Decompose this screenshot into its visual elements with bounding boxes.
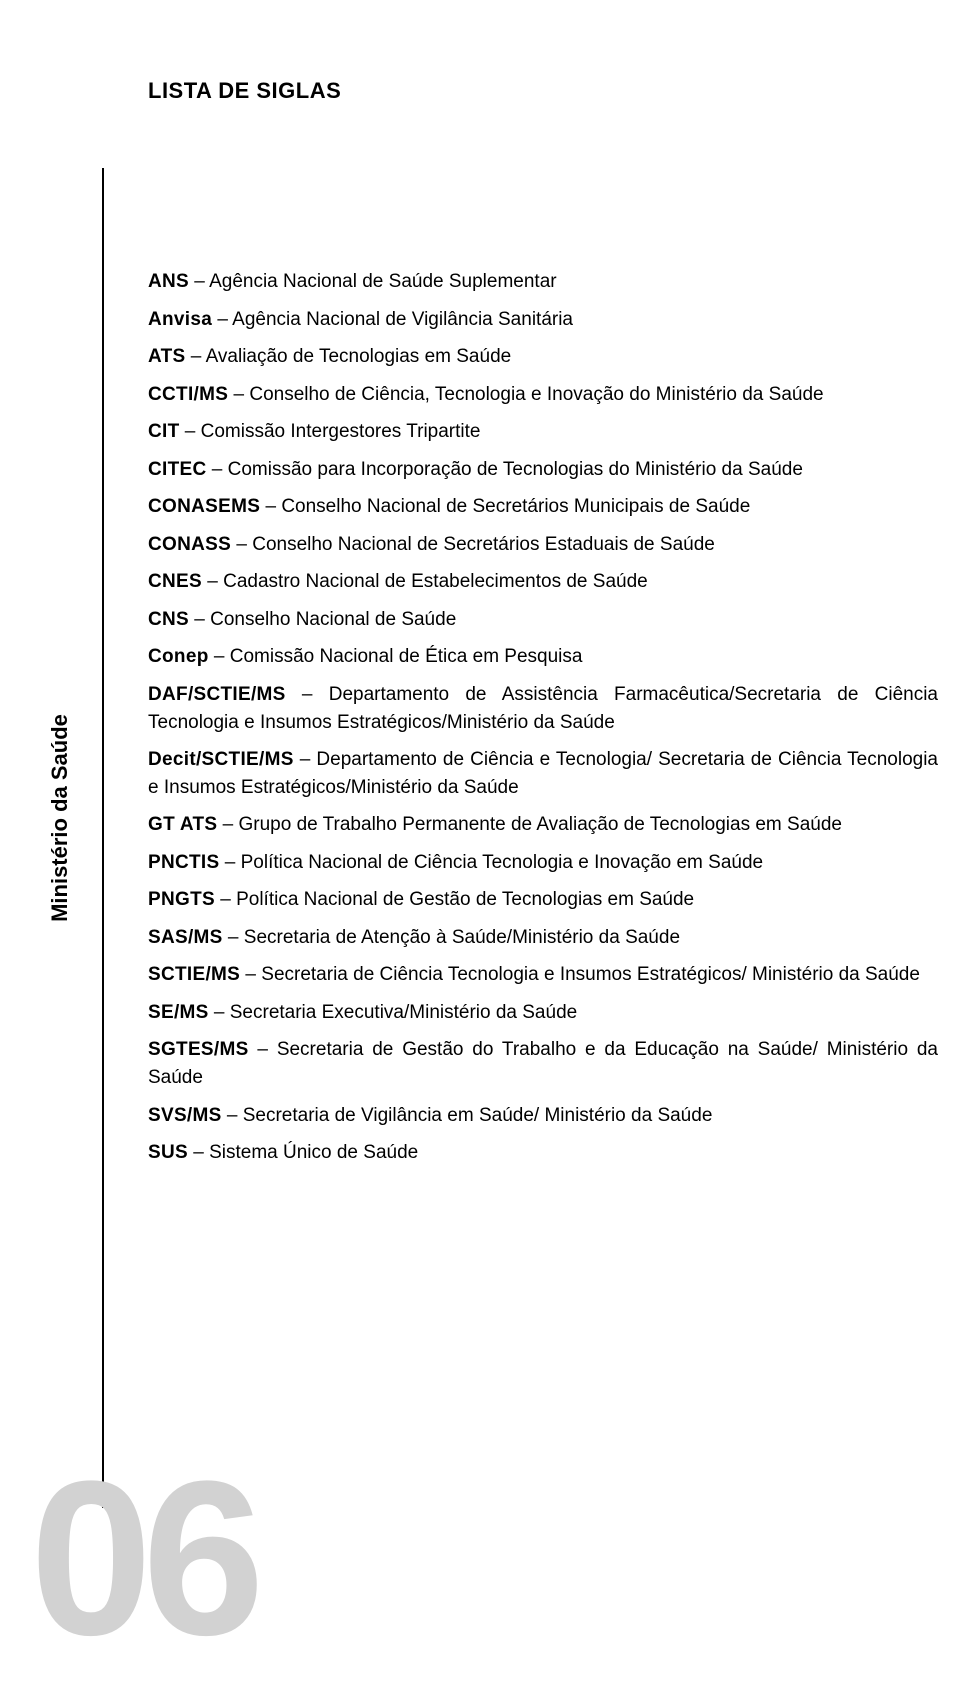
acronym-entry: CNS – Conselho Nacional de Saúde	[148, 606, 938, 634]
acronym-entry: GT ATS – Grupo de Trabalho Permanente de…	[148, 811, 938, 839]
acronym-entry: SCTIE/MS – Secretaria de Ciência Tecnolo…	[148, 961, 938, 989]
acronym-entry: Anvisa – Agência Nacional de Vigilância …	[148, 306, 938, 334]
acronym-description: – Agência Nacional de Saúde Suplementar	[189, 271, 557, 292]
acronym-abbr: CIT	[148, 421, 180, 442]
acronym-abbr: SE/MS	[148, 1002, 209, 1023]
acronym-abbr: DAF/SCTIE/MS	[148, 684, 286, 705]
acronym-entry: ATS – Avaliação de Tecnologias em Saúde	[148, 343, 938, 371]
acronym-abbr: CITEC	[148, 459, 207, 480]
acronym-description: – Conselho Nacional de Saúde	[189, 609, 456, 630]
acronym-abbr: PNGTS	[148, 889, 215, 910]
acronym-entry: CIT – Comissão Intergestores Tripartite	[148, 418, 938, 446]
acronym-description: – Conselho Nacional de Secretários Munic…	[260, 496, 750, 517]
acronym-abbr: CCTI/MS	[148, 384, 228, 405]
acronym-abbr: Decit/SCTIE/MS	[148, 749, 294, 770]
acronym-abbr: CNES	[148, 571, 202, 592]
acronym-description: – Avaliação de Tecnologias em Saúde	[186, 346, 512, 367]
acronym-abbr: SVS/MS	[148, 1105, 222, 1126]
acronym-description: – Secretaria Executiva/Ministério da Saú…	[209, 1002, 578, 1023]
acronym-entry: PNGTS – Política Nacional de Gestão de T…	[148, 886, 938, 914]
acronym-entry: SUS – Sistema Único de Saúde	[148, 1139, 938, 1167]
acronym-description: – Agência Nacional de Vigilância Sanitár…	[212, 309, 573, 330]
acronym-description: – Política Nacional de Ciência Tecnologi…	[219, 852, 763, 873]
acronym-entry: SGTES/MS – Secretaria de Gestão do Traba…	[148, 1036, 938, 1091]
acronym-entry: CONASS – Conselho Nacional de Secretário…	[148, 531, 938, 559]
acronym-abbr: CONASS	[148, 534, 231, 555]
acronym-abbr: CNS	[148, 609, 189, 630]
acronym-description: – Grupo de Trabalho Permanente de Avalia…	[217, 814, 842, 835]
acronym-entry: SVS/MS – Secretaria de Vigilância em Saú…	[148, 1102, 938, 1130]
page-number: 06	[30, 1448, 255, 1668]
acronym-entry: Conep – Comissão Nacional de Ética em Pe…	[148, 643, 938, 671]
acronym-description: – Sistema Único de Saúde	[188, 1142, 418, 1163]
acronym-description: – Conselho Nacional de Secretários Estad…	[231, 534, 715, 555]
acronym-abbr: PNCTIS	[148, 852, 219, 873]
side-label-container: Ministério da Saúde	[0, 658, 120, 978]
acronym-abbr: SGTES/MS	[148, 1039, 249, 1060]
acronym-description: – Política Nacional de Gestão de Tecnolo…	[215, 889, 694, 910]
acronym-description: – Secretaria de Atenção à Saúde/Ministér…	[223, 927, 680, 948]
acronym-description: – Secretaria de Gestão do Trabalho e da …	[148, 1039, 938, 1088]
acronym-description: – Conselho de Ciência, Tecnologia e Inov…	[228, 384, 823, 405]
acronym-abbr: SCTIE/MS	[148, 964, 240, 985]
acronym-description: – Comissão para Incorporação de Tecnolog…	[207, 459, 803, 480]
acronym-abbr: SAS/MS	[148, 927, 223, 948]
acronym-entry: SE/MS – Secretaria Executiva/Ministério …	[148, 999, 938, 1027]
acronym-entry: CCTI/MS – Conselho de Ciência, Tecnologi…	[148, 381, 938, 409]
side-label: Ministério da Saúde	[47, 700, 73, 936]
acronym-abbr: CONASEMS	[148, 496, 260, 517]
acronym-entry: Decit/SCTIE/MS – Departamento de Ciência…	[148, 746, 938, 801]
acronym-description: – Secretaria de Vigilância em Saúde/ Min…	[222, 1105, 713, 1126]
acronym-entry: ANS – Agência Nacional de Saúde Suplemen…	[148, 268, 938, 296]
acronym-abbr: GT ATS	[148, 814, 217, 835]
acronym-abbr: Conep	[148, 646, 209, 667]
acronym-description: – Secretaria de Ciência Tecnologia e Ins…	[240, 964, 920, 985]
acronym-entry: SAS/MS – Secretaria de Atenção à Saúde/M…	[148, 924, 938, 952]
acronym-abbr: ATS	[148, 346, 186, 367]
acronym-abbr: SUS	[148, 1142, 188, 1163]
acronym-description: – Comissão Intergestores Tripartite	[180, 421, 481, 442]
acronym-entry: PNCTIS – Política Nacional de Ciência Te…	[148, 849, 938, 877]
acronym-abbr: ANS	[148, 271, 189, 292]
acronym-abbr: Anvisa	[148, 309, 212, 330]
acronym-description: – Cadastro Nacional de Estabelecimentos …	[202, 571, 648, 592]
acronym-list: ANS – Agência Nacional de Saúde Suplemen…	[148, 268, 938, 1177]
acronym-entry: CONASEMS – Conselho Nacional de Secretár…	[148, 493, 938, 521]
page-heading: LISTA DE SIGLAS	[148, 78, 960, 104]
acronym-entry: CITEC – Comissão para Incorporação de Te…	[148, 456, 938, 484]
acronym-description: – Comissão Nacional de Ética em Pesquisa	[209, 646, 583, 667]
acronym-entry: DAF/SCTIE/MS – Departamento de Assistênc…	[148, 681, 938, 736]
acronym-entry: CNES – Cadastro Nacional de Estabelecime…	[148, 568, 938, 596]
